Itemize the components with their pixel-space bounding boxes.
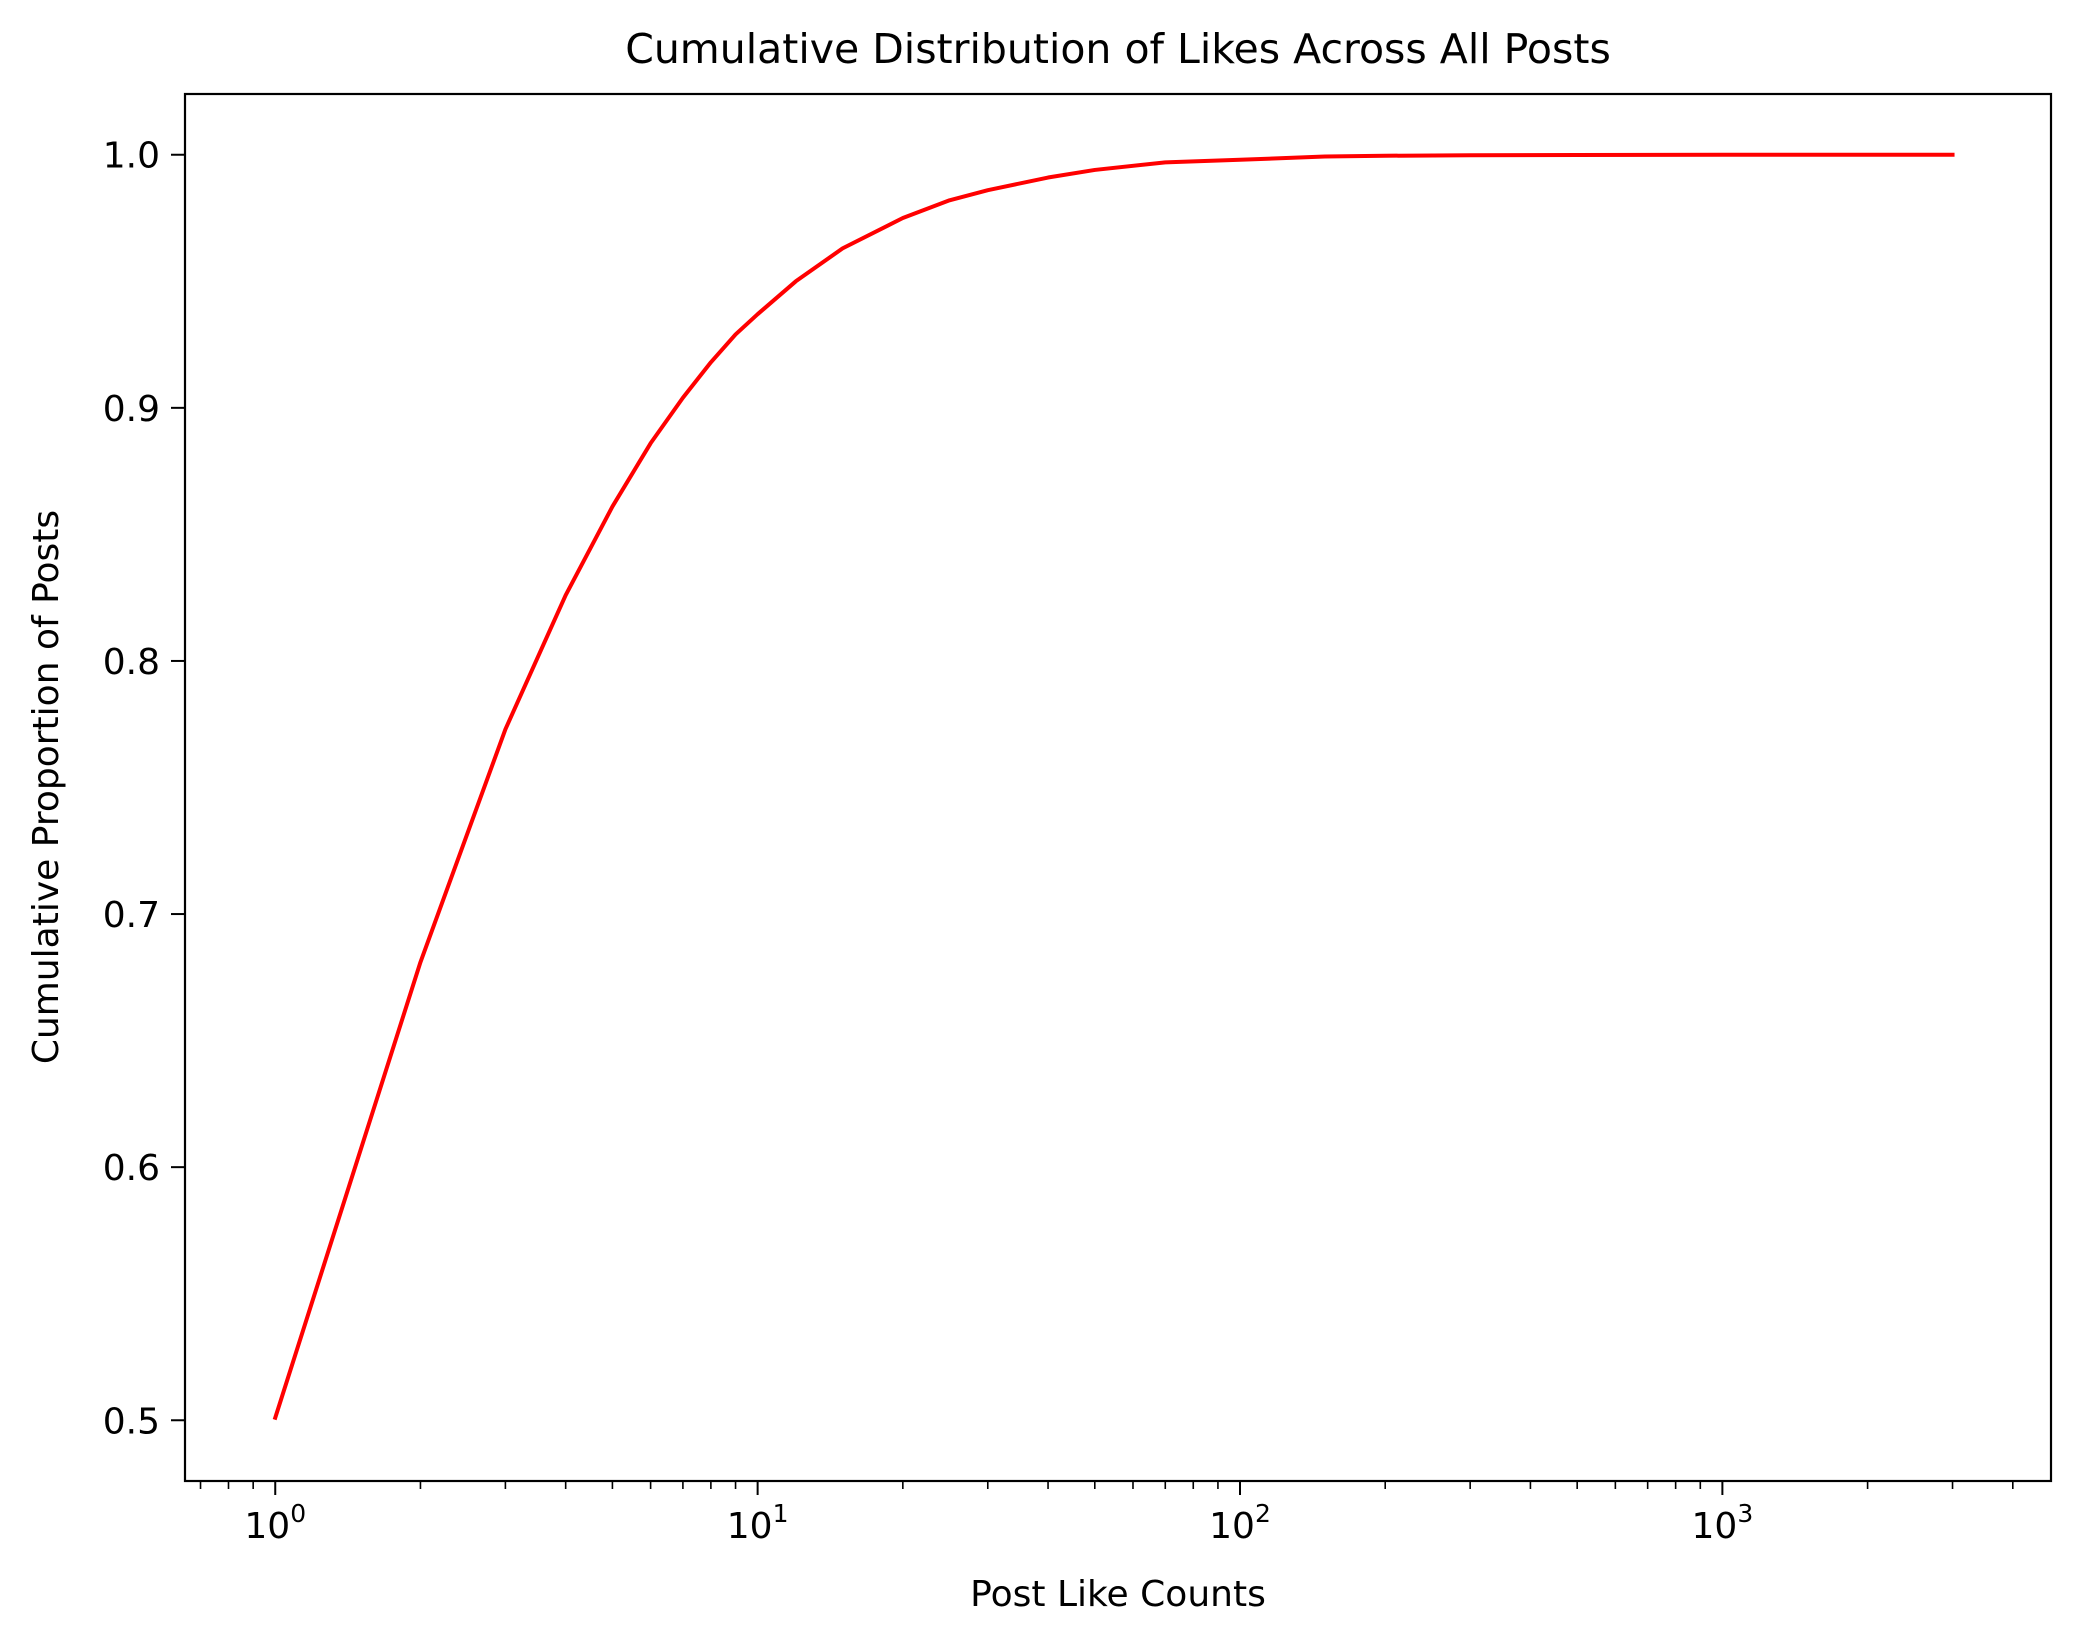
y-tick-label: 0.8 bbox=[103, 642, 160, 683]
y-axis-ticks: 0.5 0.6 0.7 0.8 0.9 1.0 bbox=[103, 136, 185, 1442]
y-tick-label: 0.7 bbox=[103, 895, 160, 936]
axes-frame bbox=[183, 92, 2053, 1483]
x-tick-label: 101 bbox=[727, 1499, 789, 1547]
x-tick-label: 102 bbox=[1209, 1499, 1271, 1547]
x-tick-label: 103 bbox=[1692, 1499, 1754, 1547]
y-tick-label: 1.0 bbox=[103, 136, 160, 177]
x-axis-ticks: 100 101 102 103 bbox=[199, 1481, 2014, 1547]
y-tick-label: 0.9 bbox=[103, 389, 160, 430]
chart-title: Cumulative Distribution of Likes Across … bbox=[625, 25, 1611, 73]
y-tick-label: 0.6 bbox=[103, 1148, 160, 1189]
series-layer bbox=[272, 152, 1955, 1421]
series-line bbox=[272, 152, 1955, 1421]
y-tick-label: 0.5 bbox=[103, 1401, 160, 1442]
x-tick-label: 100 bbox=[244, 1499, 306, 1547]
y-axis-label: Cumulative Proportion of Posts bbox=[26, 510, 67, 1064]
x-axis-label: Post Like Counts bbox=[970, 1574, 1266, 1615]
